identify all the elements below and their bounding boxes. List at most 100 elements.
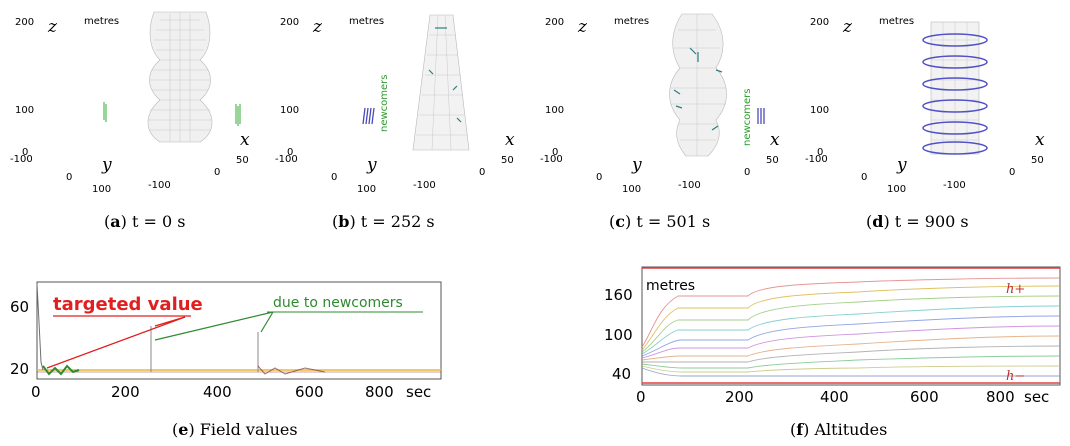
z-tick-200: 200 (810, 17, 829, 28)
x-tick-400: 400 (820, 388, 849, 406)
x-tick-800: 800 (986, 388, 1015, 406)
caption-e: (e) Field values (172, 420, 298, 439)
y-tick-0: 0 (66, 172, 72, 183)
caption-c: (c) t = 501 s (609, 212, 711, 231)
x-tick-50: 50 (1031, 155, 1044, 166)
x-tick-0: 0 (31, 383, 41, 401)
z-axis-label: z (577, 17, 588, 37)
caption-f: (f) Altitudes (790, 420, 888, 439)
y-axis-label: y (896, 155, 907, 175)
y-tick-0: 0 (596, 172, 602, 183)
annotation-targeted-value: targeted value (53, 294, 203, 315)
x-axis-label: x (505, 130, 515, 150)
y-tick-neg100: -100 (10, 154, 33, 165)
x-unit: sec (1024, 388, 1049, 406)
h-plus-label: h+ (1006, 282, 1025, 297)
z-tick-0: 0 (552, 147, 558, 158)
z-axis-label: z (312, 17, 323, 37)
y-tick-0: 0 (331, 172, 337, 183)
panel-a-3d-plot: 200 100 0 z metres -100 0 100 y -100 0 5… (10, 11, 250, 195)
y-tick-neg100: -100 (540, 154, 563, 165)
x-tick-neg100: -100 (413, 180, 436, 191)
z-tick-100: 100 (15, 105, 34, 116)
panel-c-3d-plot: 200 100 0 z metres -100 0 100 y -100 0 5… (540, 13, 780, 195)
z-axis-label: z (842, 17, 853, 37)
y-tick-40: 40 (612, 365, 631, 383)
x-tick-600: 600 (910, 388, 939, 406)
column-mesh (669, 13, 727, 157)
x-axis-label: x (770, 130, 780, 150)
panel-a: 200 100 0 z metres -100 0 100 y -100 0 5… (10, 0, 250, 205)
newcomer-swarm (362, 107, 375, 125)
x-tick-neg100: -100 (678, 180, 701, 191)
robot-markers (428, 27, 462, 123)
altitude-curves (641, 277, 1061, 377)
x-tick-600: 600 (295, 383, 324, 401)
y-tick-100: 100 (604, 326, 633, 344)
y-tick-100: 100 (887, 184, 906, 195)
x-tick-400: 400 (203, 383, 232, 401)
y-tick-20: 20 (10, 360, 29, 378)
y-tick-neg100: -100 (275, 154, 298, 165)
plot-f-frame (641, 266, 1061, 386)
x-tick-0: 0 (744, 167, 750, 178)
plot-e: targeted value due to newcomers 60 20 0 … (5, 262, 445, 417)
robot-swarm (103, 102, 241, 126)
robot-helix (922, 33, 988, 155)
z-axis-label: z (47, 17, 58, 37)
x-tick-0: 0 (214, 167, 220, 178)
y-tick-100: 100 (357, 184, 376, 195)
column-mesh (147, 11, 213, 143)
newcomers-label: newcomers (379, 75, 390, 133)
y-tick-100: 100 (622, 184, 641, 195)
unit-label: metres (614, 16, 649, 27)
panel-d: 200 100 0 z metres -100 0 100 y -100 0 5… (805, 0, 1045, 205)
x-axis-label: x (240, 130, 250, 150)
panel-d-3d-plot: 200 100 0 z metres -100 0 100 y -100 0 5… (805, 16, 1045, 195)
x-tick-neg100: -100 (943, 180, 966, 191)
unit-label: metres (879, 16, 914, 27)
x-tick-200: 200 (725, 388, 754, 406)
z-tick-200: 200 (545, 17, 564, 28)
caption-b: (b) t = 252 s (332, 212, 435, 231)
caption-d: (d) t = 900 s (866, 212, 969, 231)
newcomers-label: newcomers (742, 89, 753, 147)
z-tick-0: 0 (817, 147, 823, 158)
z-tick-200: 200 (280, 17, 299, 28)
y-tick-160: 160 (604, 286, 633, 304)
y-tick-neg100: -100 (805, 154, 828, 165)
x-tick-0: 0 (479, 167, 485, 178)
y-tick-100: 100 (92, 184, 111, 195)
y-axis-label: y (631, 155, 642, 175)
y-tick-0: 0 (861, 172, 867, 183)
plot-e-svg: targeted value due to newcomers 60 20 0 … (10, 281, 442, 401)
panel-b-3d-plot: 200 100 0 z metres -100 0 100 y -100 0 5… (275, 14, 515, 195)
unit-label: metres (646, 278, 695, 294)
annotation-due-to-newcomers: due to newcomers (273, 295, 403, 311)
y-axis-label: y (101, 155, 112, 175)
column-mesh (412, 14, 470, 151)
x-tick-50: 50 (766, 155, 779, 166)
plot-e-frame (36, 281, 442, 380)
x-tick-200: 200 (111, 383, 140, 401)
z-tick-100: 100 (280, 105, 299, 116)
z-tick-0: 0 (22, 147, 28, 158)
column-mesh (930, 21, 980, 155)
x-tick-0: 0 (1009, 167, 1015, 178)
x-tick-neg100: -100 (148, 180, 171, 191)
z-tick-0: 0 (287, 147, 293, 158)
y-axis-label: y (366, 155, 377, 175)
unit-label: metres (84, 16, 119, 27)
y-tick-60: 60 (10, 298, 29, 316)
plot-f: metres h+ h− 160 100 40 0 200 400 600 80… (598, 262, 1066, 417)
x-tick-800: 800 (365, 383, 394, 401)
z-tick-100: 100 (545, 105, 564, 116)
x-axis-label: x (1035, 130, 1045, 150)
robot-markers (673, 47, 723, 131)
z-tick-100: 100 (810, 105, 829, 116)
x-tick-50: 50 (236, 155, 249, 166)
z-tick-200: 200 (15, 17, 34, 28)
caption-a: (a) t = 0 s (104, 212, 186, 231)
x-unit: sec (406, 383, 431, 401)
panel-c: 200 100 0 z metres -100 0 100 y -100 0 5… (540, 0, 780, 205)
